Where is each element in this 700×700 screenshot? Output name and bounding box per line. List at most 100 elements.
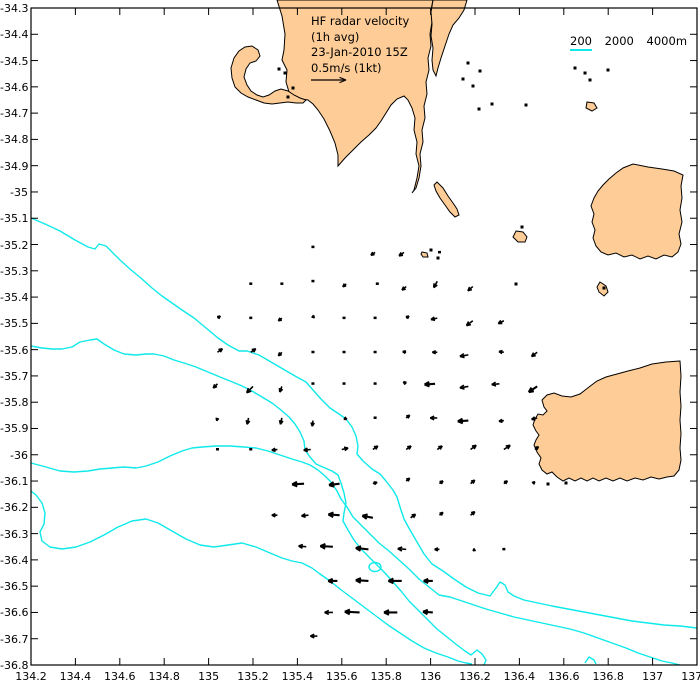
velocity-dot: [373, 382, 377, 385]
velocity-vector-head: [245, 420, 248, 425]
x-tick-label: 137.2: [681, 670, 700, 683]
velocity-vector-head: [344, 447, 349, 452]
annotation-scale-label: 0.5m/s (1kt): [311, 60, 382, 75]
velocity-vector-head: [408, 445, 412, 450]
islet: [283, 71, 287, 75]
x-tick-label: 134.4: [59, 670, 92, 683]
y-tick-label: -36.7: [0, 632, 29, 646]
scale-arrow-head: [339, 76, 347, 81]
velocity-vector-head: [498, 418, 503, 422]
x-tick-label: 135.4: [281, 670, 314, 683]
landmass: [532, 360, 682, 482]
landmass: [420, 251, 429, 258]
velocity-vector-head: [440, 480, 444, 485]
velocity-vector-head: [355, 545, 362, 549]
islet: [602, 286, 606, 290]
velocity-vector-head: [472, 511, 476, 516]
y-tick-label: -35.7: [0, 369, 29, 383]
velocity-vector-head: [407, 414, 411, 419]
y-tick-label: -34.9: [0, 159, 29, 173]
islet: [477, 107, 481, 111]
velocity-vector-head: [439, 445, 443, 450]
y-tick-label: -36.6: [0, 606, 29, 620]
x-tick-label: 136.2: [459, 670, 491, 683]
landmass: [585, 101, 598, 112]
x-tick-label: 134.6: [104, 670, 136, 683]
velocity-vector-head: [424, 381, 430, 386]
velocity-vector-head: [328, 481, 335, 486]
velocity-vector-head: [531, 416, 536, 420]
velocity-vector-head: [355, 577, 362, 582]
legend-item-2000m: 2000: [604, 34, 634, 48]
velocity-dot: [502, 547, 506, 551]
velocity-vector-head: [387, 577, 394, 582]
islet: [478, 69, 482, 73]
velocity-vector-head: [401, 286, 405, 291]
islet: [466, 61, 470, 65]
landmass: [512, 230, 528, 243]
velocity-vector-head: [412, 513, 417, 519]
velocity-vector-head: [327, 577, 334, 582]
velocity-vector-head: [536, 446, 540, 451]
x-tick-label: 135.8: [370, 670, 402, 683]
velocity-vector-head: [465, 321, 470, 326]
velocity-vector-head: [319, 543, 326, 548]
x-tick-label: 137: [642, 670, 664, 683]
velocity-vector-head: [440, 512, 444, 516]
velocity-vector-head: [407, 477, 411, 482]
islet: [583, 71, 587, 75]
velocity-vector-head: [212, 383, 216, 389]
velocity-dot: [311, 245, 315, 249]
depth-contour: [30, 217, 698, 629]
velocity-vector-head: [423, 577, 429, 582]
velocity-vector-head: [219, 348, 224, 353]
y-tick-label: -36: [10, 448, 28, 462]
velocity-vector-head: [422, 608, 429, 613]
y-tick-label: -36.8: [0, 659, 29, 672]
annotation-timestamp: 23-Jan-2010 15Z: [311, 45, 408, 59]
velocity-vector-head: [277, 352, 281, 357]
velocity-vector-head: [375, 445, 379, 450]
velocity-vector-head: [402, 350, 407, 353]
velocity-vector-head: [398, 252, 402, 257]
velocity-dot: [342, 350, 346, 354]
y-tick-label: -35.2: [0, 238, 29, 252]
islet: [606, 68, 610, 72]
islet: [277, 67, 281, 71]
islet: [436, 256, 440, 260]
velocity-vector-head: [291, 480, 298, 486]
velocity-vector-head: [271, 447, 276, 451]
y-tick-label: -35.6: [0, 343, 29, 357]
velocity-vector-head: [429, 415, 435, 419]
velocity-vector-head: [310, 422, 314, 427]
islet: [564, 481, 568, 485]
velocity-vector-head: [530, 352, 535, 357]
velocity-vector-head: [491, 381, 497, 386]
velocity-vector-head: [312, 315, 316, 319]
y-tick-label: -35.8: [0, 396, 29, 410]
velocity-vector-head: [253, 348, 257, 353]
velocity-vector-head: [370, 251, 374, 256]
velocity-vector-head: [403, 380, 407, 384]
velocity-dot: [311, 279, 315, 283]
velocity-dot: [280, 282, 284, 285]
velocity-vector-head: [406, 315, 410, 320]
islet: [520, 225, 524, 229]
velocity-vector-head: [497, 319, 502, 325]
islet: [588, 78, 592, 82]
velocity-vector-head: [430, 316, 435, 321]
x-tick-label: 136.4: [503, 670, 536, 683]
velocity-vector-head: [459, 352, 465, 357]
islet: [286, 95, 290, 99]
x-tick-label: 134.2: [15, 670, 47, 683]
y-tick-label: -34.8: [0, 133, 29, 147]
y-tick-label: -36.2: [0, 501, 29, 515]
velocity-dot: [437, 250, 441, 254]
velocity-dot: [311, 382, 315, 385]
y-tick-label: -34.5: [0, 54, 29, 68]
y-tick-label: -36.4: [0, 553, 29, 567]
x-tick-label: 136.6: [548, 670, 580, 683]
x-tick-label: 135: [198, 670, 220, 683]
velocity-vector-head: [324, 609, 330, 614]
